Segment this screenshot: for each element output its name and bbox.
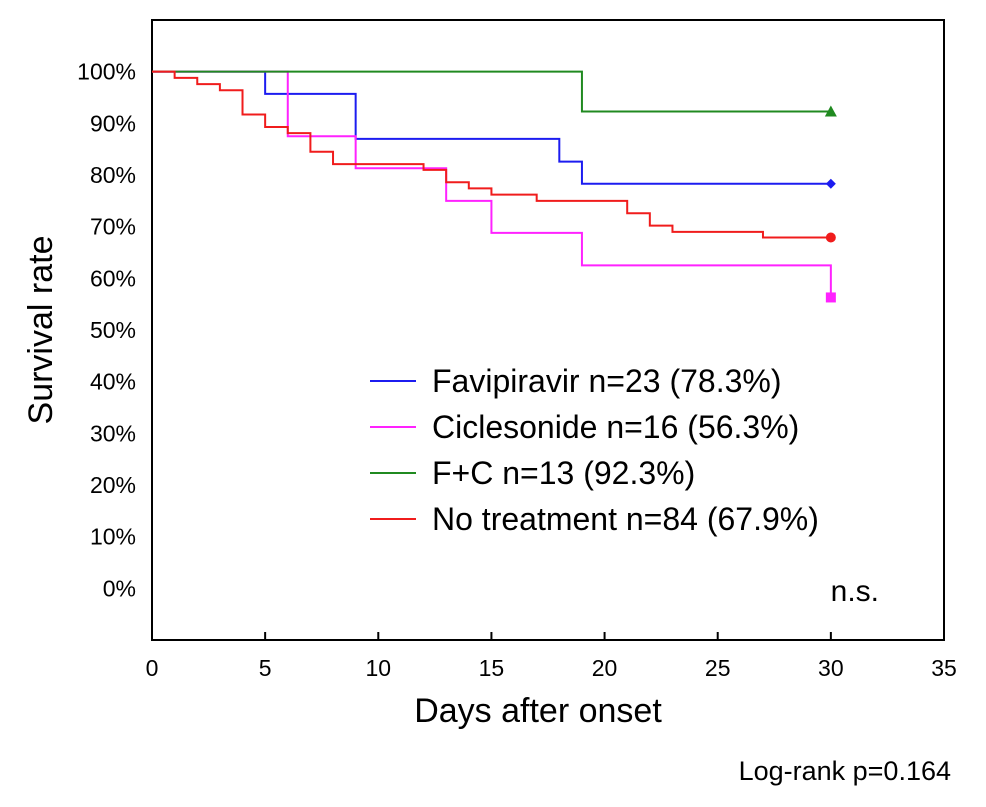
x-tick-label: 35: [931, 655, 957, 681]
x-axis-title: Days after onset: [414, 692, 662, 730]
x-axis-ticks: 0 5 10 15 20 25 30 35: [146, 632, 957, 681]
y-tick-label: 100%: [77, 59, 136, 85]
y-axis-title: Survival rate: [22, 236, 60, 425]
legend: Favipiravir n=23 (78.3%) Ciclesonide n=16…: [370, 363, 819, 537]
y-axis-ticks: 0% 10% 20% 30% 40% 50% 60% 70% 80% 90% 100%: [77, 59, 136, 602]
y-tick-label: 0%: [103, 575, 136, 601]
series-line-ciclesonide: [152, 70, 832, 298]
legend-label: Favipiravir n=23 (78.3%): [432, 363, 781, 399]
legend-entry-no-treatment: No treatment n=84 (67.9%): [370, 501, 819, 537]
y-tick-label: 40%: [90, 369, 136, 395]
y-tick-label: 50%: [90, 317, 136, 343]
x-tick-label: 30: [818, 655, 844, 681]
y-tick-label: 10%: [90, 524, 136, 550]
x-tick-label: 20: [592, 655, 618, 681]
series-marker-f-c: [824, 105, 837, 117]
legend-entry-ciclesonide: Ciclesonide n=16 (56.3%): [370, 409, 799, 445]
legend-entry-f-c: F+C n=13 (92.3%): [370, 455, 695, 491]
series-lines: [152, 70, 832, 298]
series-line-f-c: [152, 70, 831, 113]
y-tick-label: 20%: [90, 472, 136, 498]
y-tick-label: 30%: [90, 420, 136, 446]
legend-label: F+C n=13 (92.3%): [432, 455, 695, 491]
significance-label: n.s.: [831, 575, 879, 608]
log-rank-label: Log-rank p=0.164: [739, 756, 951, 786]
y-tick-label: 90%: [90, 110, 136, 136]
series-marker-favipiravir: [825, 178, 836, 189]
x-tick-label: 0: [146, 655, 159, 681]
legend-entry-favipiravir: Favipiravir n=23 (78.3%): [370, 363, 781, 399]
legend-label: Ciclesonide n=16 (56.3%): [432, 409, 799, 445]
x-tick-label: 5: [259, 655, 272, 681]
plot-frame: [151, 19, 945, 641]
series-end-markers: [824, 105, 837, 303]
x-tick-label: 15: [479, 655, 505, 681]
series-marker-ciclesonide: [825, 292, 836, 303]
y-tick-label: 70%: [90, 214, 136, 240]
x-tick-label: 10: [365, 655, 391, 681]
y-tick-label: 60%: [90, 265, 136, 291]
legend-label: No treatment n=84 (67.9%): [432, 501, 819, 537]
x-tick-label: 25: [705, 655, 731, 681]
y-tick-label: 80%: [90, 162, 136, 188]
series-line-no-treatment: [152, 70, 831, 239]
series-marker-no-treatment: [825, 232, 836, 243]
series-line-favipiravir: [152, 70, 831, 185]
